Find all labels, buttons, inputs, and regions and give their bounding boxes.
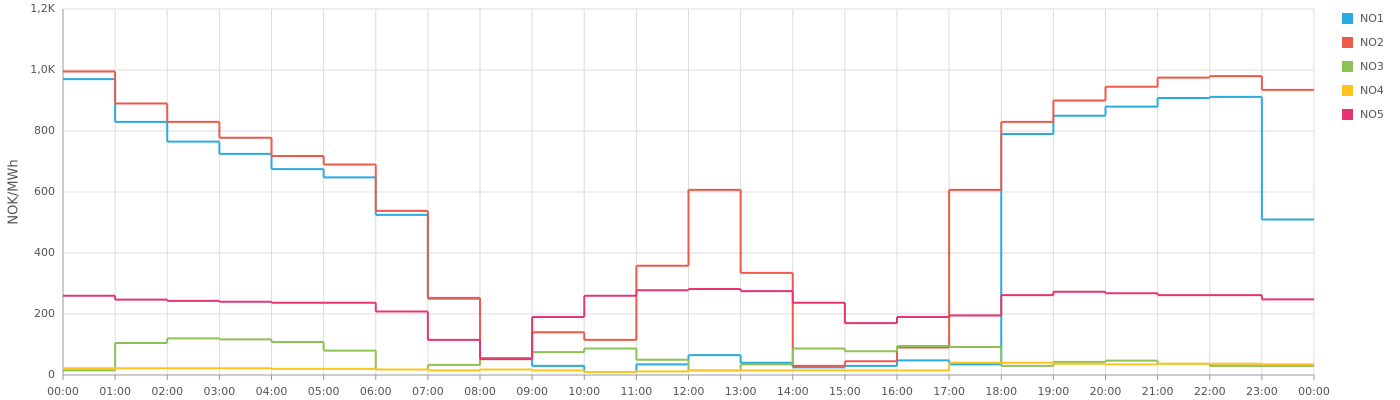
legend-label: NO4 (1360, 84, 1384, 97)
legend-swatch (1342, 85, 1353, 96)
y-axis-label: NOK/MWh (7, 159, 22, 224)
x-tick-label: 01:00 (99, 385, 131, 398)
x-tick-label: 09:00 (516, 385, 548, 398)
x-tick-label: 00:00 (1298, 385, 1330, 398)
x-tick-label: 11:00 (621, 385, 653, 398)
y-tick-label: 1,0K (30, 63, 55, 76)
x-tick-label: 19:00 (1038, 385, 1070, 398)
y-tick-label: 200 (34, 307, 55, 320)
legend-swatch (1342, 61, 1353, 72)
x-tick-label: 14:00 (777, 385, 809, 398)
y-tick-label: 400 (34, 246, 55, 259)
x-tick-label: 16:00 (881, 385, 913, 398)
legend-label: NO5 (1360, 108, 1384, 121)
y-tick-label: 1,2K (30, 2, 55, 15)
x-tick-label: 02:00 (151, 385, 183, 398)
legend-label: NO3 (1360, 60, 1384, 73)
x-tick-label: 13:00 (725, 385, 757, 398)
x-tick-label: 20:00 (1090, 385, 1122, 398)
x-tick-label: 06:00 (360, 385, 392, 398)
y-tick-label: 800 (34, 124, 55, 137)
x-tick-label: 03:00 (204, 385, 236, 398)
legend-swatch (1342, 109, 1353, 120)
x-tick-label: 18:00 (985, 385, 1017, 398)
x-tick-label: 07:00 (412, 385, 444, 398)
legend-swatch (1342, 37, 1353, 48)
x-tick-label: 22:00 (1194, 385, 1226, 398)
x-tick-label: 17:00 (933, 385, 965, 398)
legend-swatch (1342, 13, 1353, 24)
x-tick-label: 04:00 (256, 385, 288, 398)
x-tick-label: 15:00 (829, 385, 861, 398)
x-tick-label: 10:00 (568, 385, 600, 398)
y-tick-label: 600 (34, 185, 55, 198)
legend-label: NO1 (1360, 12, 1384, 25)
legend-label: NO2 (1360, 36, 1384, 49)
x-tick-label: 12:00 (673, 385, 705, 398)
x-tick-label: 00:00 (47, 385, 79, 398)
x-tick-label: 23:00 (1246, 385, 1278, 398)
x-tick-label: 08:00 (464, 385, 496, 398)
x-tick-label: 05:00 (308, 385, 340, 398)
y-tick-label: 0 (48, 368, 55, 381)
x-tick-label: 21:00 (1142, 385, 1174, 398)
